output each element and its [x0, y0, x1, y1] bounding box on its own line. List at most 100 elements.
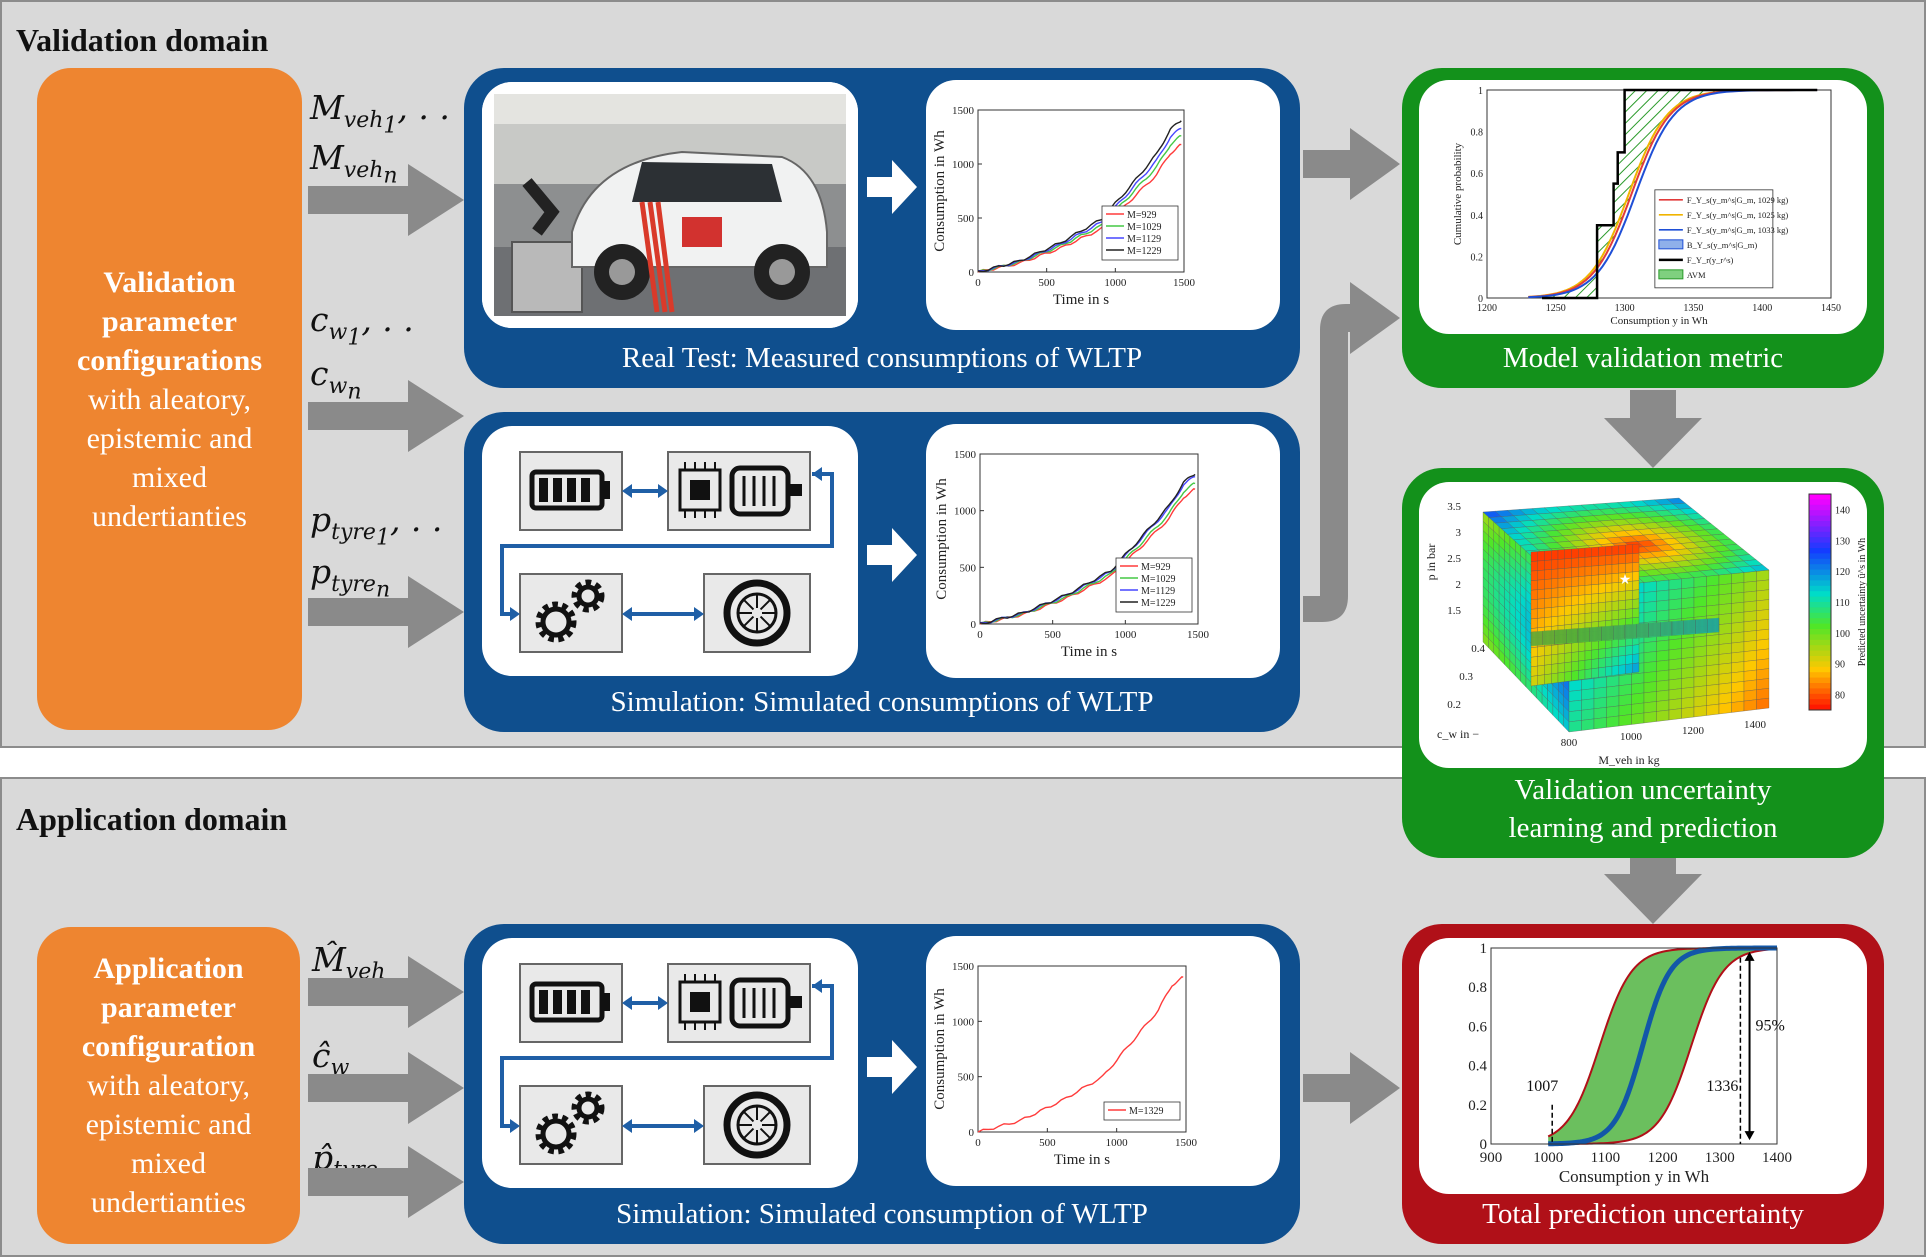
vehicle-model-diagram [500, 451, 834, 653]
surface-cell [1618, 655, 1626, 666]
colorbar [1808, 493, 1832, 711]
surface-cell [1591, 556, 1599, 567]
plot-area [977, 109, 1185, 273]
surface-cell [1611, 591, 1619, 602]
uncertainty-band [1548, 948, 1777, 1144]
surface-cell [1564, 652, 1572, 663]
surface-cell [1544, 559, 1552, 571]
y-tick-label: 1 [1480, 941, 1488, 957]
x-tick-label: 1200 [1477, 303, 1497, 314]
colorbar-cell [1809, 585, 1831, 592]
surface-cell [1544, 664, 1552, 675]
x-axis-label: Time in s [1061, 644, 1117, 660]
surface-cell [1706, 654, 1720, 666]
surface-cell [1584, 612, 1592, 624]
colorbar-cell [1809, 521, 1831, 527]
y-tick-label: 0.4 [1471, 211, 1484, 222]
surface-cell [1598, 574, 1606, 585]
metric-caption: Model validation metric [1502, 342, 1784, 374]
test-photo-frame [482, 82, 858, 328]
colorbar-cell [1809, 704, 1831, 711]
connector-motor-gearbox [500, 984, 834, 1128]
uncertainty-panel: ★ 3.5 3 2.5 2 1.5 p in bar 0.4 0.3 0.2 c_w in − 800… [1402, 468, 1884, 858]
surface-cell [1618, 544, 1626, 555]
simulation-caption: Simulation: Simulated consumptions of WL… [610, 686, 1154, 718]
surface-cell [1605, 666, 1613, 677]
surface-cell [1743, 640, 1757, 652]
surface-cell [1756, 589, 1770, 602]
surface-cell [1693, 655, 1707, 668]
y-tick-label: 0.4 [1471, 643, 1485, 655]
real-test-panel: 0 500 1000 1500 0 500 1000 1500 Time in s Consump… [464, 68, 1300, 388]
surface-cell [1584, 575, 1592, 586]
surface-cell [1537, 560, 1545, 571]
surface-cell [1618, 563, 1626, 574]
x-tick-label: 1000 [1106, 1137, 1129, 1149]
surface-cell [1706, 594, 1720, 607]
surface-cell [1551, 672, 1559, 684]
surface-cell [1537, 569, 1545, 581]
x-tick-label: 900 [1480, 1150, 1503, 1166]
legend-entry: F_Y_s(y_m^s|G_m, 1025 kg) [1687, 210, 1788, 220]
surface-cell [1656, 659, 1670, 672]
surface-cell [1718, 682, 1732, 695]
y-tick-label: 0 [971, 619, 977, 631]
surface-cell [1632, 589, 1640, 600]
surface-cell [1718, 672, 1732, 685]
surface-cell [1743, 699, 1757, 712]
x-tick-label: 1400 [1752, 303, 1772, 314]
surface-cell [1681, 657, 1695, 669]
surface-cell [1681, 706, 1695, 719]
colorbar-cell [1809, 575, 1831, 581]
surface-cell [1643, 671, 1657, 684]
surface-cell [1593, 676, 1607, 689]
colorbar-cell [1809, 553, 1831, 560]
surface-cell [1537, 665, 1545, 676]
x-tick-label: 1300 [1615, 303, 1635, 314]
application-consumption-chart: 0 500 1000 1500 0 500 1000 1500 Time in s Consump… [932, 961, 1198, 1168]
surface-cell [1643, 651, 1657, 663]
legend-entry: M=1229 [1141, 598, 1176, 609]
y-tick-label: 0.6 [1468, 1019, 1487, 1035]
colorbar-tick-label: 110 [1835, 598, 1850, 609]
surface-cell [1706, 574, 1720, 587]
colorbar-cell [1809, 542, 1831, 549]
colorbar-tick-label: 120 [1835, 567, 1850, 578]
colorbar-cell [1809, 558, 1831, 565]
plot-area [1490, 947, 1778, 1145]
wheel-box [703, 573, 811, 653]
config-rest-1: with aleatory, [88, 382, 251, 416]
surface-cell [1581, 688, 1595, 701]
validation-domain-title: Validation domain [16, 22, 269, 58]
surface-cell [1537, 607, 1545, 619]
colorbar-cell [1809, 526, 1831, 533]
surface-cell [1743, 669, 1757, 682]
surface-cell [1625, 590, 1633, 601]
config-rest-2: epistemic and [86, 421, 253, 455]
app-config-bold-3: configuration [81, 1030, 256, 1063]
surface-cell [1551, 663, 1559, 675]
surface-cell [1693, 645, 1707, 658]
surface-cell [1718, 573, 1732, 586]
surface-cell [1568, 699, 1582, 712]
surface-cell [1537, 550, 1545, 562]
surface-cell [1731, 681, 1745, 693]
surface-cell [1681, 577, 1695, 589]
app-config-rest-3: mixed [131, 1147, 206, 1180]
surface-cell [1598, 564, 1606, 576]
surface-cell [1578, 557, 1586, 568]
colorbar-cell [1809, 531, 1831, 538]
surface-cell [1656, 599, 1670, 612]
surface-cell [1584, 547, 1592, 558]
surface-cell [1544, 597, 1552, 609]
surface-cell [1643, 601, 1657, 613]
colorbar-cell [1809, 504, 1831, 511]
surface-cell [1618, 609, 1626, 620]
surface-cell [1718, 623, 1732, 635]
colorbar-tick-label: 130 [1835, 536, 1850, 547]
y-tick-label: 0 [1478, 294, 1483, 305]
x-tick-label: 1400 [1744, 719, 1767, 731]
surface-cell [1557, 653, 1565, 664]
x-tick-label: 1250 [1546, 303, 1566, 314]
total-caption: Total prediction uncertainty [1482, 1198, 1804, 1230]
